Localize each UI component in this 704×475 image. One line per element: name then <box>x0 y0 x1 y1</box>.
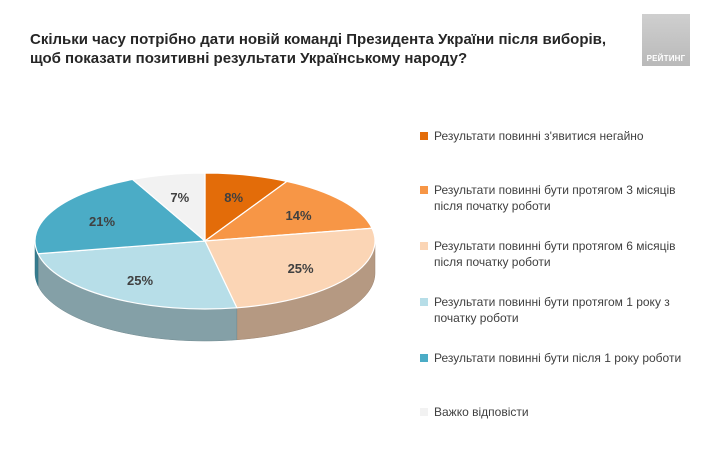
legend-swatch <box>420 354 428 362</box>
legend-swatch <box>420 408 428 416</box>
pie-slice-3 <box>37 240 238 310</box>
data-label-0: 8% <box>224 190 243 205</box>
legend-label: Результати повинні бути після 1 року роб… <box>434 351 682 365</box>
data-label-2: 25% <box>288 261 314 276</box>
legend-label: Важко відповісти <box>434 405 529 419</box>
legend-swatch <box>420 132 428 140</box>
rating-logo: РЕЙТИНГ <box>642 14 690 66</box>
legend-swatch <box>420 186 428 194</box>
legend-label: Результати повинні бути протягом 1 року … <box>434 295 670 325</box>
pie-slice-4 <box>34 178 207 255</box>
pie-slice-2 <box>204 227 376 309</box>
page-title: Скільки часу потрібно дати новій команді… <box>30 31 607 67</box>
legend-swatch <box>420 298 428 306</box>
legend-label: Результати повинні з'явитися негайно <box>434 129 644 143</box>
logo-text: РЕЙТИНГ <box>646 54 686 63</box>
data-label-3: 25% <box>127 273 153 288</box>
pie-slice-5 <box>131 172 206 243</box>
data-label-1: 14% <box>285 208 311 223</box>
legend-label: Результати повинні бути протягом 6 місяц… <box>434 239 676 269</box>
legend-swatch <box>420 242 428 250</box>
pie-top <box>34 172 376 310</box>
pie-slice-1 <box>202 180 373 242</box>
data-label-5: 7% <box>170 190 189 205</box>
data-label-4: 21% <box>89 214 115 229</box>
legend-label: Результати повинні бути протягом 3 місяц… <box>434 183 676 213</box>
